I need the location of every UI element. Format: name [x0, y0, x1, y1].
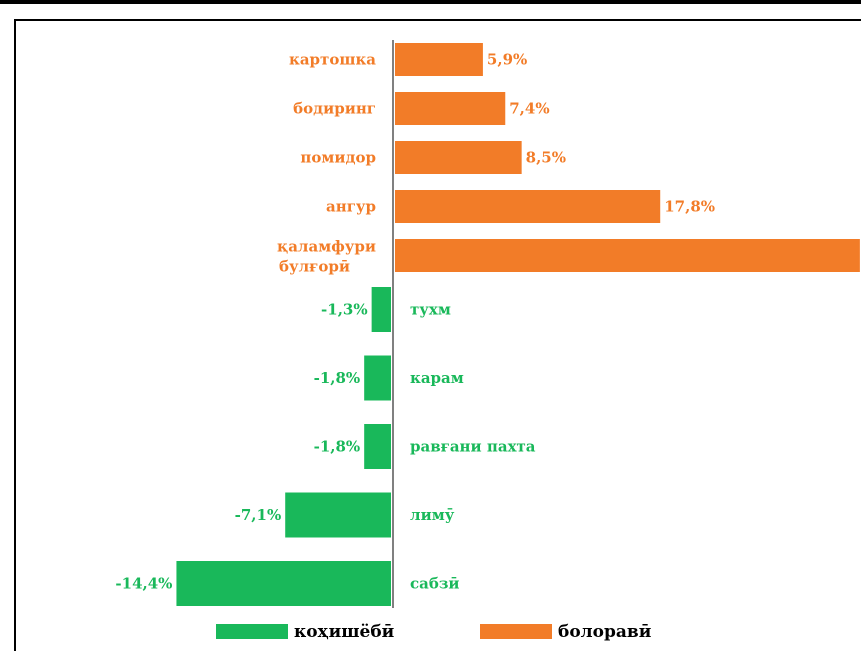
category-label-6: карам — [410, 369, 464, 387]
legend: коҳишёбӣ болоравӣ — [216, 622, 652, 642]
legend-swatch-1 — [480, 624, 552, 639]
bar-2 — [395, 141, 522, 174]
legend-label-1: болоравӣ — [558, 622, 652, 642]
category-label-9: сабзӣ — [410, 575, 460, 593]
value-label-3: 17,8% — [664, 198, 715, 216]
value-label-6: -1,8% — [314, 369, 361, 387]
value-label-1: 7,4% — [509, 100, 549, 118]
value-label-7: -1,8% — [314, 438, 361, 456]
bar-5 — [371, 287, 391, 332]
value-label-5: -1,3% — [321, 301, 368, 319]
bar-3 — [395, 190, 661, 223]
bar-4 — [395, 239, 860, 272]
category-label-5: тухм — [410, 301, 451, 319]
bar-0 — [395, 43, 483, 76]
chart-border — [14, 19, 861, 651]
value-label-9: -14,4% — [115, 575, 172, 593]
value-label-8: -7,1% — [235, 506, 282, 524]
category-label-2: помидор — [300, 149, 376, 167]
bar-6 — [364, 355, 391, 401]
bar-8 — [285, 492, 391, 538]
bar-7 — [364, 424, 391, 469]
category-label-4: қаламфури булғорӣ — [277, 238, 376, 276]
category-label-8: лимӯ — [410, 506, 455, 524]
category-label-1: бодиринг — [293, 100, 376, 118]
top-rule — [0, 0, 861, 4]
category-label-3: ангур — [326, 198, 376, 216]
bar-9 — [176, 561, 391, 606]
labels-group: 5,9% картошка 7,4% бодиринг 8,5% помидор 17,8%… — [115, 51, 715, 593]
legend-swatch-0 — [216, 624, 288, 639]
bar-1 — [395, 92, 506, 125]
legend-label-0: коҳишёбӣ — [294, 622, 395, 642]
category-label-0: картошка — [289, 51, 376, 69]
value-label-0: 5,9% — [487, 51, 527, 69]
value-label-2: 8,5% — [526, 149, 566, 167]
bars-group — [176, 43, 860, 606]
category-label-7: равғани пахта — [410, 438, 536, 456]
